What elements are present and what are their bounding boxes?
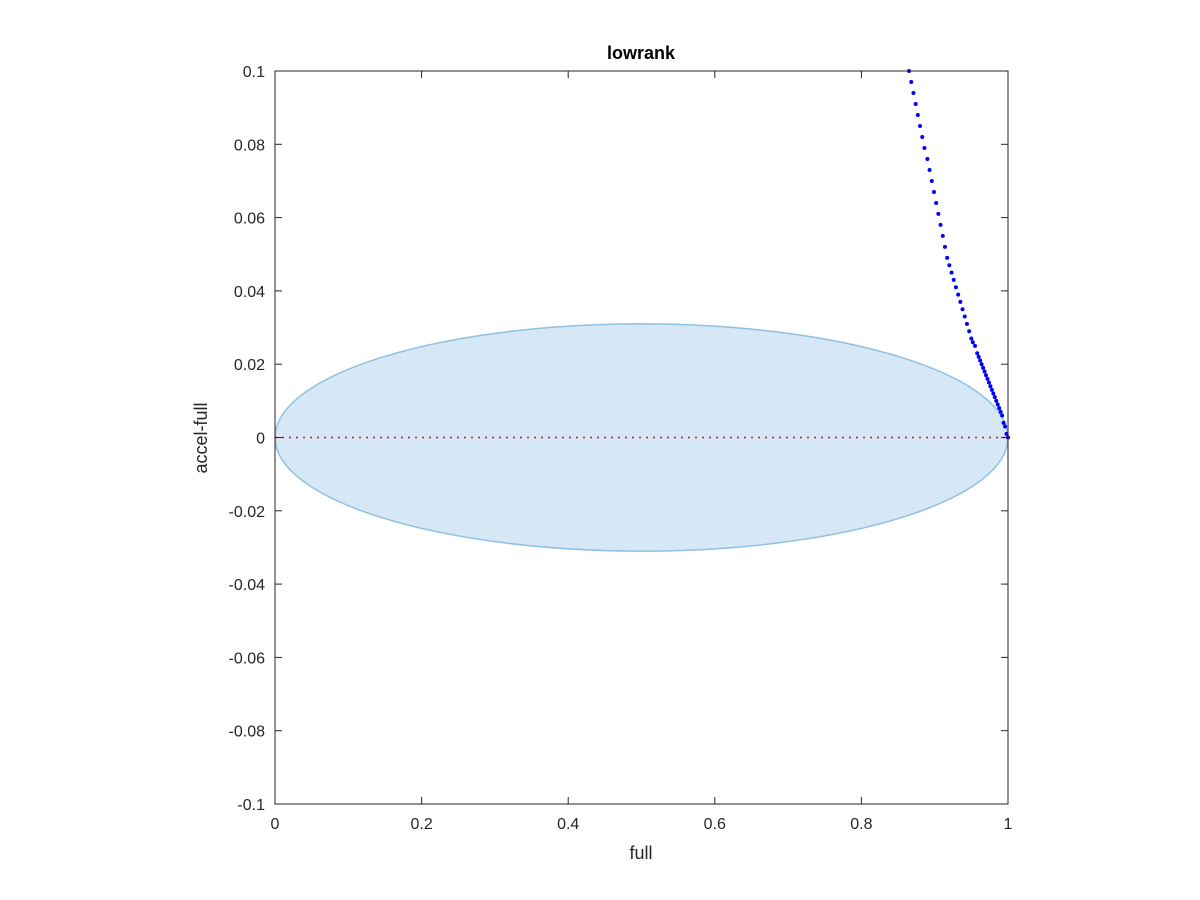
data-point — [918, 123, 923, 128]
y-tick-label: -0.06 — [229, 650, 266, 667]
data-point — [949, 270, 954, 275]
data-point — [927, 167, 932, 172]
data-point — [931, 189, 936, 194]
data-point — [982, 369, 987, 374]
data-point — [988, 384, 993, 389]
data-point — [915, 112, 920, 117]
data-point — [1001, 420, 1006, 425]
data-point — [981, 365, 986, 370]
data-point — [942, 244, 947, 249]
x-tick-label: 1 — [1004, 816, 1013, 833]
data-point — [909, 79, 914, 84]
x-axis: 0 0.2 0.4 0.6 0.8 1 — [271, 71, 1013, 833]
data-point — [920, 134, 925, 139]
data-point — [953, 285, 958, 290]
data-point — [947, 263, 952, 268]
data-point — [995, 402, 1000, 407]
scatter-series — [907, 69, 1010, 440]
y-tick-label: 0 — [256, 431, 265, 448]
x-tick-label: 0.2 — [410, 816, 432, 833]
data-point — [951, 277, 956, 282]
data-point — [998, 409, 1003, 414]
data-point — [958, 299, 963, 304]
chart-title: lowrank — [607, 43, 676, 63]
data-point — [934, 200, 939, 205]
data-point — [985, 376, 990, 381]
plot-area — [274, 69, 1010, 805]
x-axis-label: full — [629, 843, 652, 863]
data-point — [960, 307, 965, 312]
data-point — [994, 398, 999, 403]
y-tick-label: 0.08 — [234, 137, 265, 154]
data-point — [967, 329, 972, 334]
data-point — [986, 380, 991, 385]
data-point — [938, 222, 943, 227]
data-point — [911, 90, 916, 95]
y-tick-label: -0.04 — [229, 577, 266, 594]
data-point — [925, 156, 930, 161]
data-point — [969, 336, 974, 341]
data-point — [962, 314, 967, 319]
x-tick-label: 0.8 — [850, 816, 872, 833]
data-point — [964, 321, 969, 326]
y-tick-label: 0.1 — [243, 64, 265, 81]
y-axis: -0.1 -0.08 -0.06 -0.04 -0.02 0 0.02 0.04 0.06 0.0… — [229, 64, 1008, 814]
data-point — [1000, 413, 1005, 418]
y-tick-label: 0.06 — [234, 211, 265, 228]
y-tick-label: -0.08 — [229, 724, 266, 741]
x-tick-label: 0 — [271, 816, 280, 833]
data-point — [992, 395, 997, 400]
data-point — [945, 255, 950, 260]
y-tick-label: -0.1 — [237, 797, 265, 814]
data-point — [984, 373, 989, 378]
data-point — [997, 406, 1002, 411]
data-point — [975, 351, 980, 356]
data-point — [913, 101, 918, 106]
data-point — [970, 340, 975, 345]
y-tick-label: -0.02 — [229, 504, 266, 521]
data-point — [979, 362, 984, 367]
y-tick-label: 0.02 — [234, 357, 265, 374]
x-tick-label: 0.6 — [704, 816, 726, 833]
data-point — [922, 145, 927, 150]
y-tick-label: 0.04 — [234, 284, 265, 301]
data-point — [956, 292, 961, 297]
data-point — [991, 391, 996, 396]
data-point — [989, 387, 994, 392]
data-point — [1003, 424, 1008, 429]
y-axis-label: accel-full — [191, 402, 211, 473]
data-point — [978, 358, 983, 363]
data-point — [936, 211, 941, 216]
data-point — [976, 354, 981, 359]
x-tick-label: 0.4 — [557, 816, 579, 833]
data-point — [973, 343, 978, 348]
data-point — [940, 233, 945, 238]
data-point — [929, 178, 934, 183]
